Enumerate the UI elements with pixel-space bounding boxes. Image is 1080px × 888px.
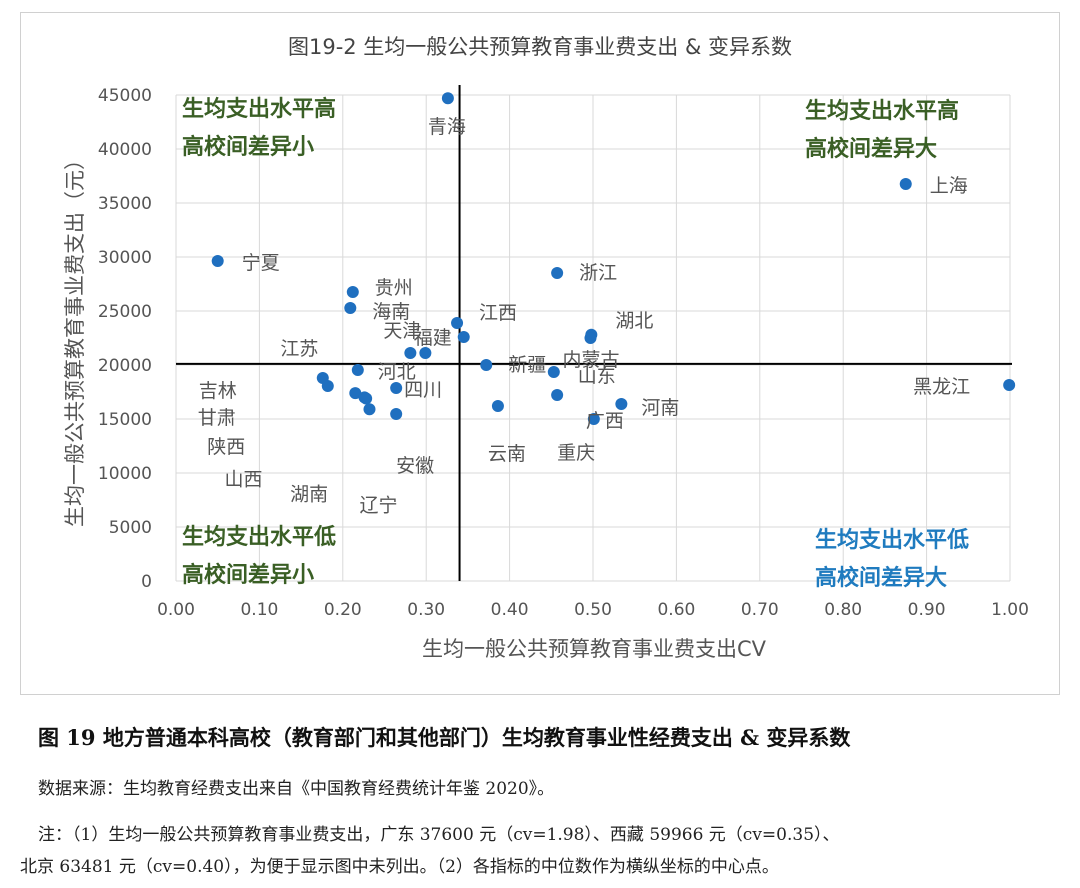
data-point — [1003, 378, 1016, 391]
data-label: 广西 — [586, 410, 624, 432]
x-tick-label: 0.50 — [574, 600, 612, 620]
data-point — [419, 347, 432, 360]
y-tick-label: 0 — [141, 572, 152, 592]
quadrant-label: 高校间差异大 — [805, 136, 937, 162]
data-label: 江苏 — [280, 338, 318, 360]
y-tick-label: 20000 — [98, 356, 152, 376]
data-label: 山西 — [224, 468, 262, 490]
data-point — [551, 266, 564, 279]
data-label: 浙江 — [579, 262, 617, 284]
data-point — [547, 366, 560, 379]
y-tick-label: 25000 — [98, 302, 152, 322]
data-label: 陕西 — [207, 436, 245, 458]
note-line-1: 注：（1）生均一般公共预算教育事业费支出，广东 37600 元（cv=1.98）… — [38, 825, 840, 845]
data-label: 四川 — [404, 379, 442, 401]
data-point — [390, 408, 403, 421]
y-tick-label: 40000 — [98, 140, 152, 160]
data-point — [363, 403, 376, 416]
data-point — [899, 177, 912, 190]
data-point — [615, 397, 628, 410]
data-label: 福建 — [414, 327, 452, 349]
data-label: 河南 — [641, 397, 679, 419]
y-axis-label: 生均一般公共预算教育事业费支出（元） — [63, 149, 87, 527]
quadrant-label: 生均支出水平低 — [182, 524, 336, 550]
x-tick-label: 0.60 — [657, 600, 695, 620]
x-tick-label: 0.40 — [491, 600, 529, 620]
data-point — [211, 254, 224, 267]
data-point — [441, 92, 454, 105]
figure-caption: 图 19 地方普通本科高校（教育部门和其他部门）生均教育事业性经费支出 & 变异… — [38, 725, 851, 750]
quadrant-label: 生均支出水平高 — [182, 96, 336, 122]
data-point — [551, 389, 564, 402]
data-label: 安徽 — [396, 455, 434, 477]
quadrant-label: 高校间差异小 — [182, 562, 314, 588]
data-label: 海南 — [372, 301, 410, 323]
data-point — [451, 316, 464, 329]
x-axis-label: 生均一般公共预算教育事业费支出CV — [422, 637, 767, 661]
data-label: 云南 — [488, 443, 526, 465]
quadrant-label: 生均支出水平低 — [815, 527, 969, 553]
y-tick-label: 5000 — [109, 518, 152, 538]
data-label: 山东 — [578, 365, 616, 387]
data-point — [344, 301, 357, 314]
x-tick-label: 0.10 — [240, 600, 278, 620]
data-point — [321, 379, 334, 392]
x-tick-label: 0.30 — [407, 600, 445, 620]
data-label: 重庆 — [557, 442, 595, 464]
y-tick-label: 45000 — [98, 86, 152, 106]
data-label: 黑龙江 — [913, 376, 970, 398]
y-tick-label: 35000 — [98, 194, 152, 214]
chart-title: 图19-2 生均一般公共预算教育事业费支出 & 变异系数 — [288, 35, 792, 59]
x-tick-label: 0.20 — [324, 600, 362, 620]
x-tick-label: 0.90 — [908, 600, 946, 620]
data-point — [480, 359, 493, 371]
y-tick-label: 15000 — [98, 410, 152, 430]
data-label: 青海 — [428, 116, 466, 138]
data-point — [351, 363, 364, 376]
data-label: 内蒙古 — [562, 349, 619, 371]
data-point — [349, 387, 362, 400]
data-label: 辽宁 — [359, 494, 397, 516]
data-point — [346, 285, 359, 298]
chart-frame — [20, 12, 1060, 695]
quadrant-label: 生均支出水平高 — [805, 98, 959, 124]
data-source: 数据来源：生均教育经费支出来自《中国教育经费统计年鉴 2020》。 — [38, 779, 555, 799]
data-point — [404, 347, 417, 360]
data-label: 湖北 — [615, 310, 653, 332]
data-point — [457, 331, 470, 344]
data-point — [390, 382, 403, 395]
data-point — [587, 413, 600, 425]
data-label: 新疆 — [508, 354, 546, 376]
data-point — [360, 392, 373, 405]
x-tick-label: 0.70 — [741, 600, 779, 620]
data-point — [584, 332, 597, 344]
data-label: 宁夏 — [242, 252, 280, 274]
x-tick-label: 0.80 — [824, 600, 862, 620]
data-label: 湖南 — [290, 483, 328, 505]
data-point — [491, 400, 504, 413]
data-label: 上海 — [930, 175, 968, 197]
data-label: 江西 — [479, 302, 517, 324]
y-tick-label: 30000 — [98, 248, 152, 268]
data-label: 贵州 — [375, 277, 413, 299]
quadrant-label: 高校间差异大 — [815, 565, 947, 591]
quadrant-label: 高校间差异小 — [182, 134, 314, 160]
data-label: 天津 — [383, 320, 421, 342]
scatter-chart: 图19-2 生均一般公共预算教育事业费支出 & 变异系数 0.00 0.10 0.20… — [63, 35, 1029, 661]
data-label: 河北 — [378, 361, 416, 383]
x-tick-label: 0.00 — [157, 600, 195, 620]
x-tick-label: 1.00 — [991, 600, 1029, 620]
data-label: 吉林 — [199, 380, 237, 402]
y-tick-label: 10000 — [98, 464, 152, 484]
note-line-2: 北京 63481 元（cv=0.40），为便于显示图中未列出。（2）各指标的中位… — [20, 857, 779, 877]
data-label: 甘肃 — [198, 407, 236, 429]
